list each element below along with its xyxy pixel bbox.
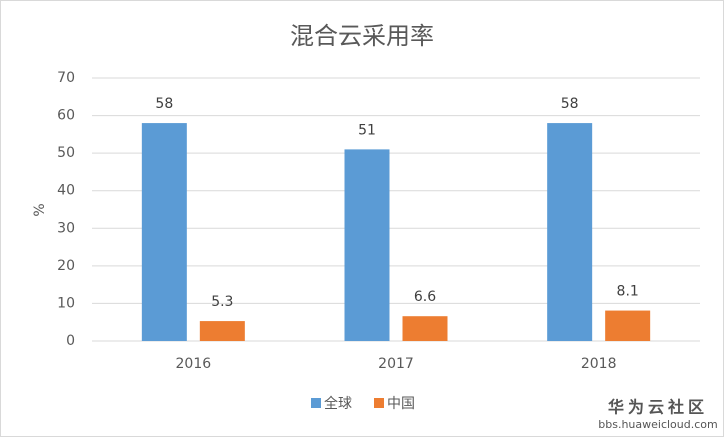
legend-swatch [374,398,384,408]
legend-label: 全球 [324,395,352,412]
legend-swatch [311,398,321,408]
y-tick-label: 30 [57,220,75,236]
data-label: 58 [561,96,579,112]
y-tick-label: 0 [66,333,75,349]
bar [199,321,245,341]
bar [141,123,187,341]
bar [547,123,593,341]
watermark-brand: 华为云社区 [608,398,708,417]
chart-title: 混合云采用率 [290,22,434,50]
x-tick-label: 2018 [581,356,617,372]
data-label: 8.1 [617,284,639,300]
data-label: 5.3 [211,294,233,310]
data-label: 6.6 [414,289,436,305]
data-label: 58 [155,96,173,112]
x-tick-label: 2016 [176,356,212,372]
bar [344,149,390,341]
x-tick-label: 2017 [378,356,414,372]
data-label: 51 [358,122,376,138]
bar [402,316,448,341]
legend-label: 中国 [387,396,415,412]
y-tick-label: 70 [57,70,75,86]
y-tick-label: 60 [57,108,75,124]
y-tick-label: 20 [57,258,75,274]
y-tick-label: 40 [57,183,75,199]
bar [605,310,651,341]
watermark-url: bbs.huaweicloud.com [598,418,717,431]
y-axis-label: % [32,203,48,216]
y-tick-label: 50 [57,145,75,161]
y-tick-label: 10 [57,295,75,311]
